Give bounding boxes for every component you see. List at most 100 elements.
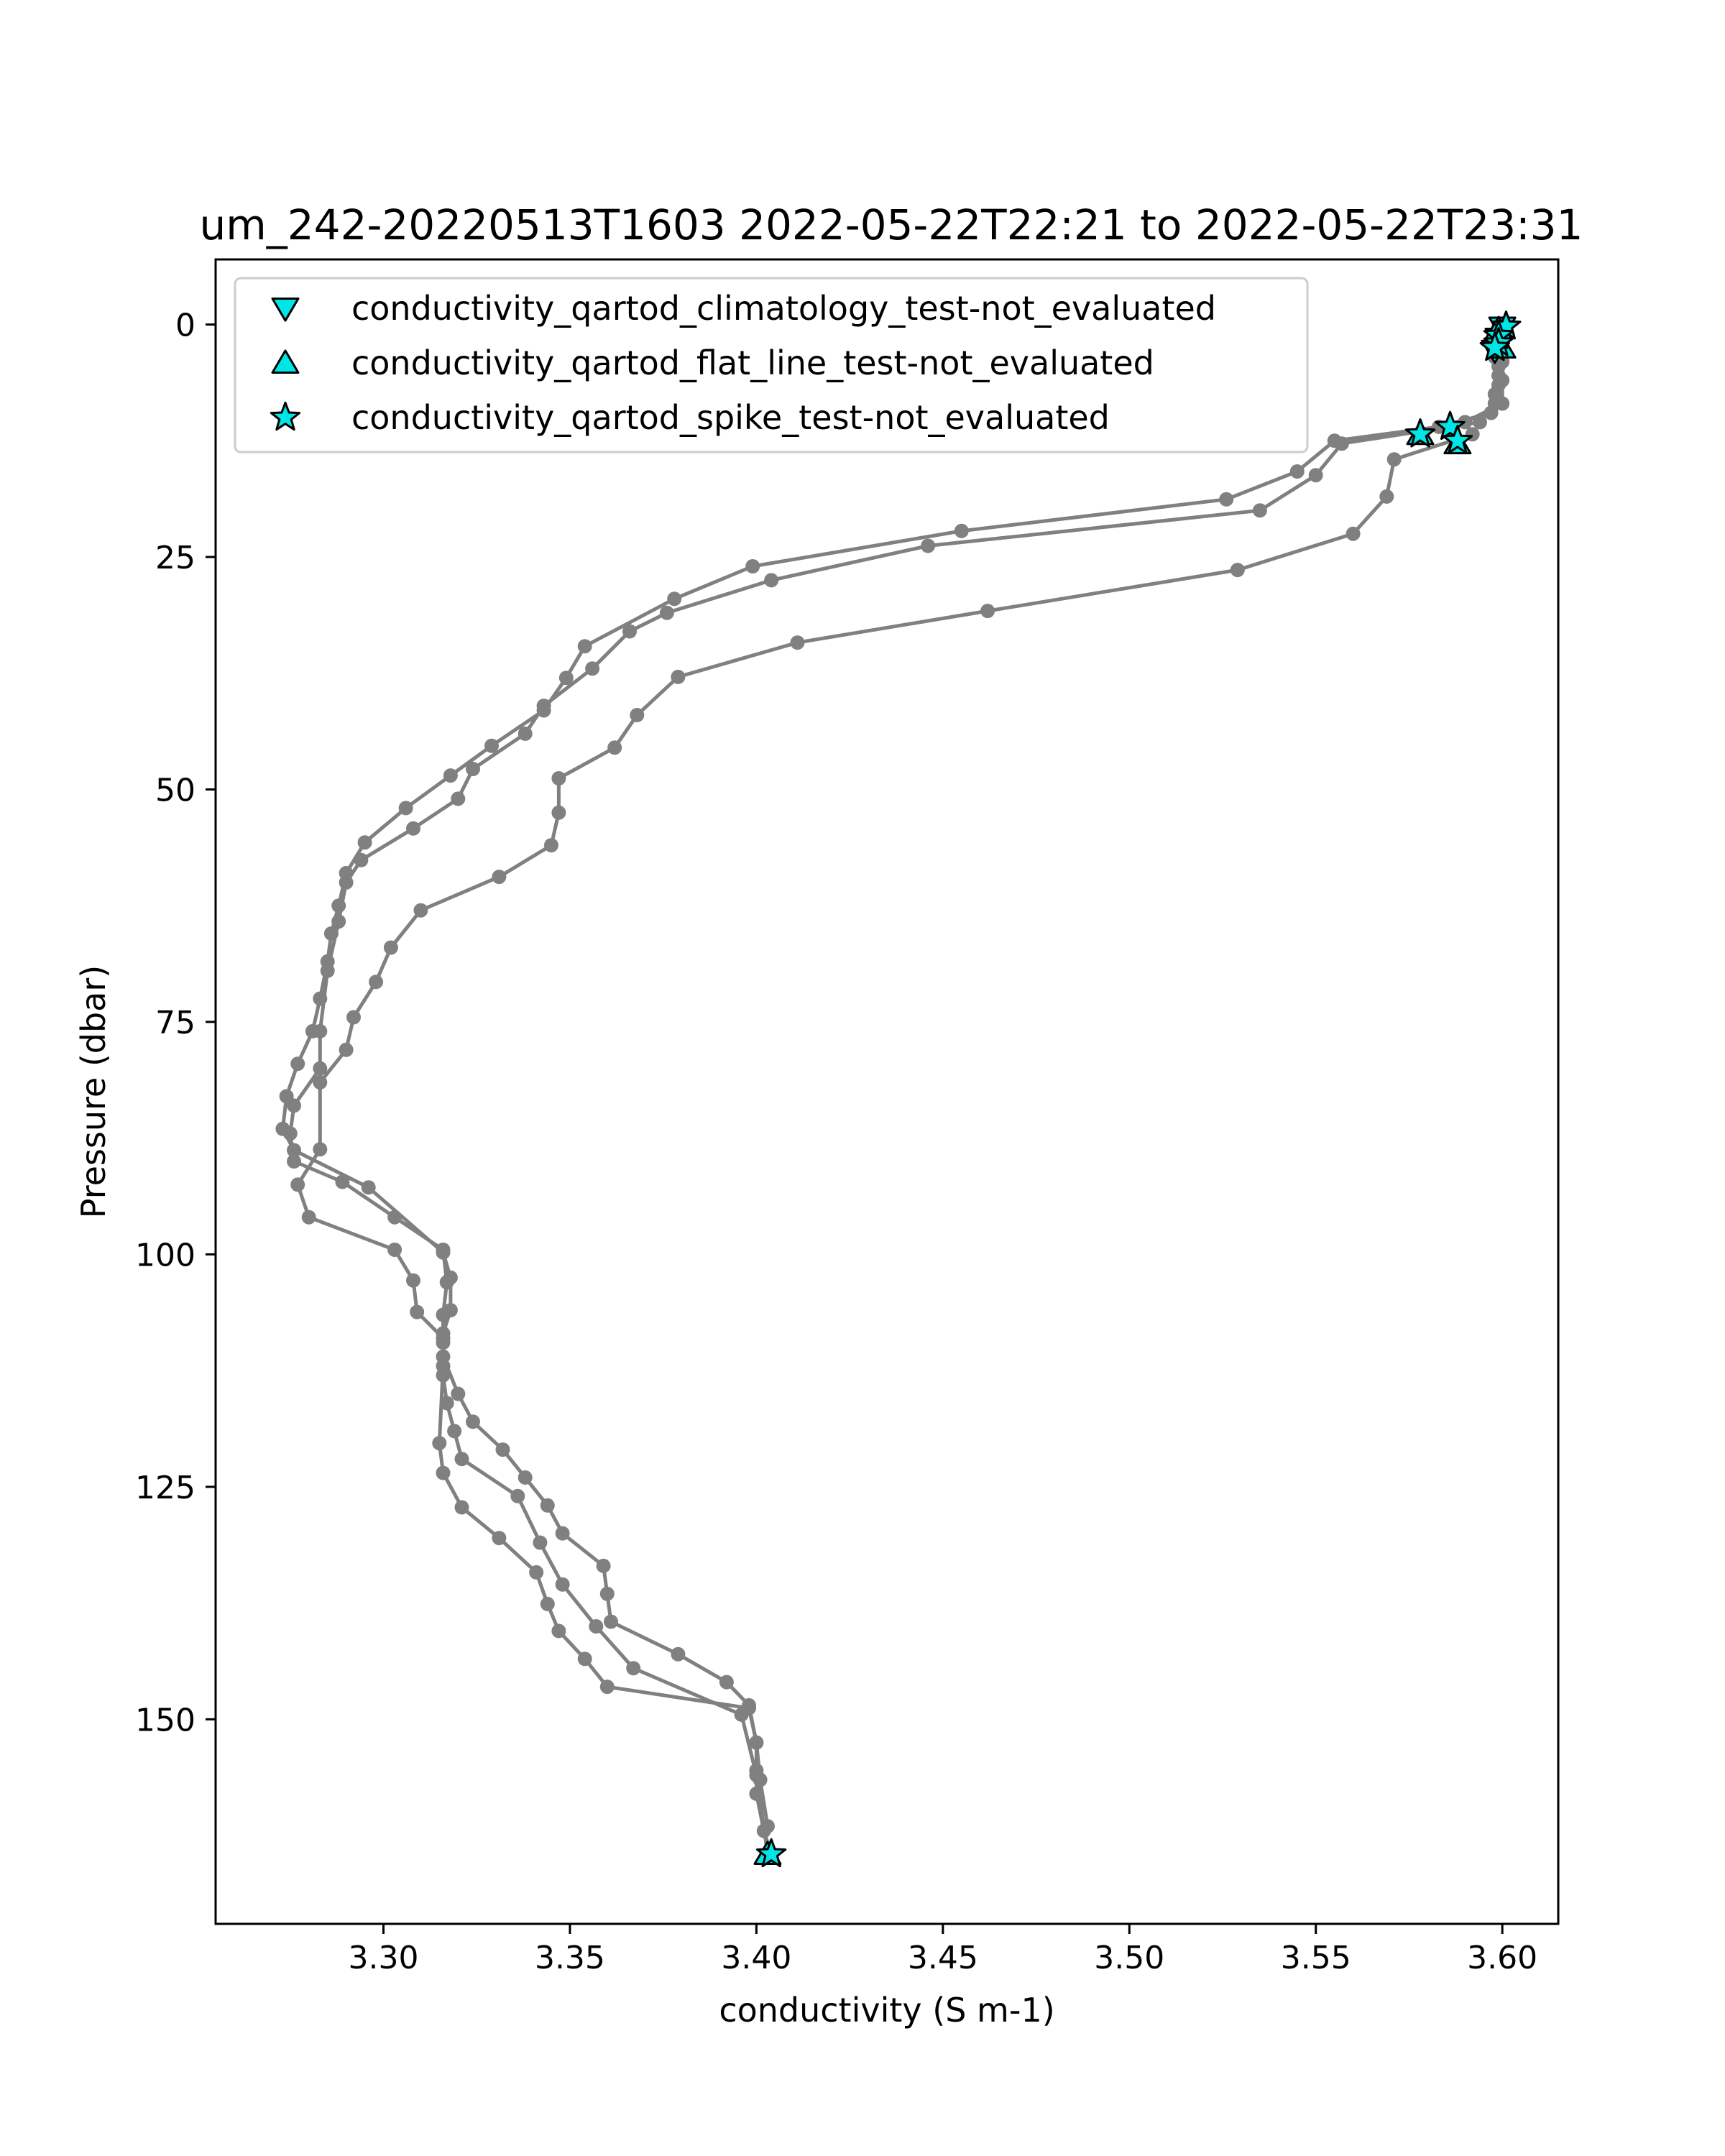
chart-title: um_242-20220513T1603 2022-05-22T22:21 to… xyxy=(200,201,1583,249)
flag-marker-star xyxy=(1435,410,1466,441)
profile-point xyxy=(492,870,507,885)
profile-point xyxy=(466,1414,480,1429)
profile-point xyxy=(577,639,592,654)
profile-point xyxy=(436,1465,451,1480)
y-axis-label: Pressure (dbar) xyxy=(74,965,113,1218)
profile-point xyxy=(630,708,645,722)
profile-point xyxy=(551,1623,566,1639)
profile-point xyxy=(447,1424,462,1439)
profile-point xyxy=(436,1243,451,1257)
profile-point xyxy=(745,559,760,573)
profile-point xyxy=(1346,526,1361,541)
profile-point xyxy=(551,805,566,820)
profile-point xyxy=(1495,373,1510,388)
profile-point xyxy=(387,1243,402,1257)
profile-point xyxy=(398,801,413,816)
x-tick-label: 3.40 xyxy=(721,1940,791,1976)
profile-point xyxy=(287,1154,301,1169)
profile-point xyxy=(1495,396,1510,411)
legend-box xyxy=(234,277,1309,453)
y-tick-label: 125 xyxy=(135,1470,196,1506)
profile-point xyxy=(436,1330,451,1345)
flag-marker-star xyxy=(1442,425,1473,454)
profile-point xyxy=(1379,489,1394,504)
profile-point xyxy=(518,1470,533,1485)
y-tick-label: 100 xyxy=(135,1237,196,1273)
profile-point xyxy=(346,1010,361,1025)
profile-point xyxy=(540,1498,555,1513)
x-tick-label: 3.35 xyxy=(535,1940,605,1976)
profile-point xyxy=(406,1273,420,1288)
y-tick-label: 75 xyxy=(155,1005,196,1041)
profile-point xyxy=(454,1452,469,1467)
x-tick-label: 3.45 xyxy=(908,1940,978,1976)
legend: conductivity_qartod_climatology_test-not… xyxy=(234,277,1309,453)
profile-point xyxy=(626,1661,641,1676)
profile-point xyxy=(439,1275,454,1290)
x-tick-label: 3.50 xyxy=(1094,1940,1164,1976)
profile-point xyxy=(604,1614,618,1629)
profile-point xyxy=(790,635,805,650)
profile-point xyxy=(287,1098,301,1113)
profile-point xyxy=(555,1526,570,1541)
x-axis: 3.30 3.35 3.40 3.45 3.50 3.55 3.60 xyxy=(349,1924,1537,1976)
legend-label: conductivity_qartod_climatology_test-not… xyxy=(351,289,1216,328)
profile-point xyxy=(749,1735,764,1750)
profile-point xyxy=(443,768,458,783)
profile-point xyxy=(529,1565,544,1580)
profile-point xyxy=(1252,503,1267,518)
profile-point xyxy=(760,1819,775,1834)
profile-point xyxy=(339,1042,354,1057)
y-tick-label: 50 xyxy=(155,772,196,808)
profile-point xyxy=(671,669,686,684)
profile-point xyxy=(753,1772,768,1787)
profile-point xyxy=(451,791,466,806)
profile-point xyxy=(432,1436,447,1451)
legend-marker-star xyxy=(270,401,301,431)
y-tick-label: 0 xyxy=(175,308,196,344)
profile-point xyxy=(331,914,346,929)
profile-point xyxy=(1308,468,1323,483)
profile-point xyxy=(466,762,480,776)
profile-point xyxy=(667,591,682,607)
profile-point xyxy=(413,903,428,918)
profile-point xyxy=(339,875,354,890)
profile-point xyxy=(406,821,420,836)
profile-point xyxy=(484,738,499,753)
profile-point xyxy=(313,1023,328,1038)
profile-point xyxy=(544,838,558,853)
profile-point xyxy=(596,1558,611,1573)
profile-point xyxy=(510,1488,525,1503)
y-tick-label: 25 xyxy=(155,540,196,576)
profile-point xyxy=(320,963,335,978)
profile-point xyxy=(436,1358,451,1373)
profile-point xyxy=(361,1180,376,1195)
profile-point xyxy=(313,1061,328,1076)
profile-point xyxy=(764,573,779,588)
profile-point xyxy=(533,1535,548,1550)
profile-point xyxy=(518,726,533,741)
x-tick-label: 3.55 xyxy=(1281,1940,1351,1976)
profile-point xyxy=(1219,492,1234,507)
profile-point xyxy=(357,835,372,850)
profile-point xyxy=(558,671,574,686)
profile-point xyxy=(387,1210,402,1225)
profile-point xyxy=(555,1577,570,1592)
profile-point xyxy=(369,975,384,990)
profile-point xyxy=(599,1680,615,1695)
plot-frame xyxy=(214,258,1560,1925)
flag-layer xyxy=(753,310,1522,1868)
x-axis-label: conductivity (S m-1) xyxy=(719,1991,1054,2030)
profile-point xyxy=(1289,464,1305,479)
profile-point xyxy=(551,771,566,786)
profile-point xyxy=(335,1174,350,1189)
legend-marker-triangle-down xyxy=(271,298,300,322)
profile-point xyxy=(454,1500,469,1515)
flag-marker-star xyxy=(756,1838,787,1868)
profile-point xyxy=(599,1586,615,1601)
profile-point xyxy=(536,699,551,714)
y-axis: 0 25 50 75 100 125 150 xyxy=(135,308,216,1738)
profile-point xyxy=(980,604,995,619)
profile-point xyxy=(451,1386,466,1401)
profile-point xyxy=(742,1700,756,1715)
